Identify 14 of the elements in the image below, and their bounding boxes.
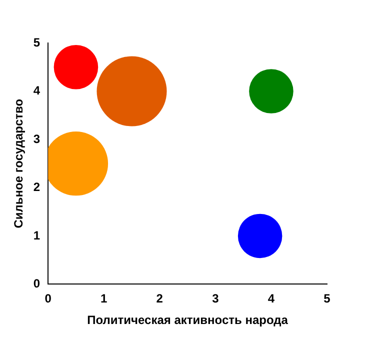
y-tick-label: 1 xyxy=(33,228,40,242)
y-tick-label: 2 xyxy=(33,180,40,194)
x-tick-label: 1 xyxy=(100,292,108,306)
x-tick-label: 2 xyxy=(156,292,164,306)
y-tick-label: 0 xyxy=(33,276,40,291)
x-tick-label: 3 xyxy=(212,292,220,306)
y-axis-title: Сильное государство xyxy=(12,98,26,228)
x-tick-label: 5 xyxy=(324,292,331,306)
x-axis-title: Политическая активность народа xyxy=(87,313,288,328)
y-tick-label: 3 xyxy=(33,132,40,146)
y-tick-label: 5 xyxy=(33,35,40,50)
x-tick-label: 4 xyxy=(268,292,275,306)
x-tick-label: 0 xyxy=(44,292,52,306)
y-tick-label: 4 xyxy=(33,84,40,98)
